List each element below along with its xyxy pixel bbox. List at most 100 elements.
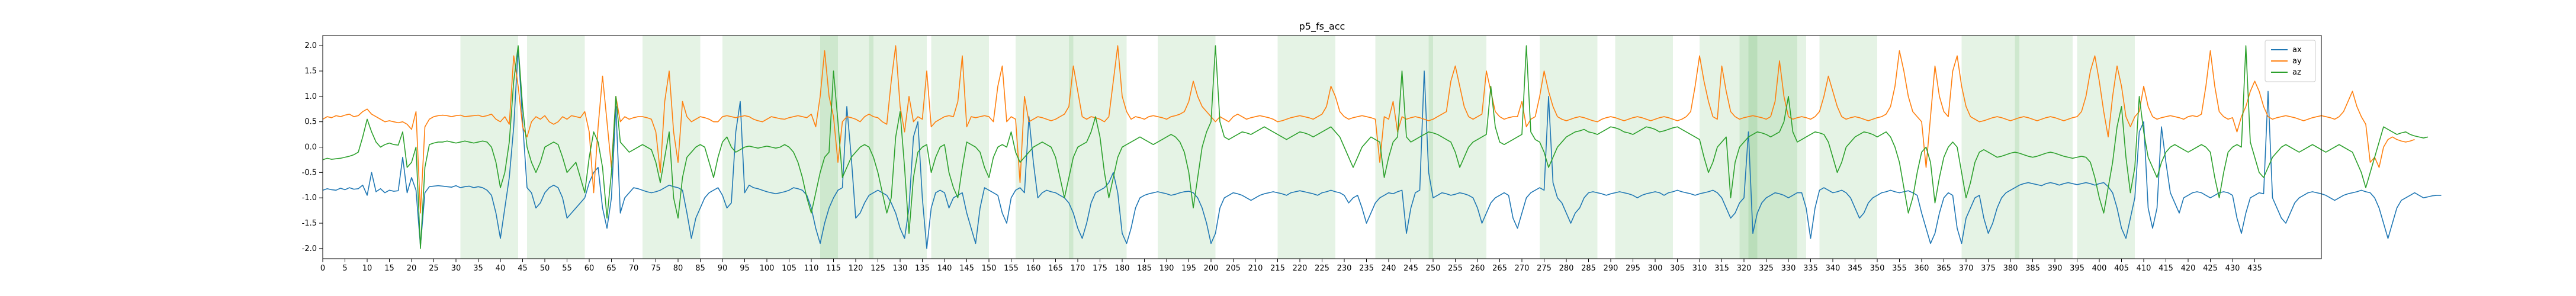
legend-box [2265,40,2316,82]
x-tick-label: 125 [871,264,885,273]
shaded-region [869,36,927,259]
x-tick-label: 20 [407,264,417,273]
x-tick-label: 225 [1315,264,1329,273]
x-tick-label: 25 [429,264,439,273]
y-tick-label: 0.0 [304,143,317,152]
x-tick-label: 85 [695,264,705,273]
x-tick-label: 150 [982,264,997,273]
shaded-region [1375,36,1433,259]
y-tick-label: 1.5 [304,67,317,76]
x-tick-label: 205 [1226,264,1241,273]
x-tick-label: 380 [2003,264,2018,273]
x-tick-label: 165 [1048,264,1063,273]
x-tick-label: 10 [362,264,372,273]
x-tick-label: 395 [2070,264,2084,273]
x-tick-label: 80 [673,264,683,273]
x-tick-label: 355 [1892,264,1907,273]
x-tick-label: 75 [651,264,661,273]
y-tick-label: -0.5 [302,168,317,177]
x-tick-label: 200 [1204,264,1219,273]
x-tick-label: 420 [2181,264,2196,273]
x-tick-label: 65 [606,264,616,273]
y-tick-label: -2.0 [302,244,317,253]
x-tick-label: 365 [1936,264,1951,273]
x-tick-label: 385 [2025,264,2040,273]
y-tick-label: 2.0 [304,41,317,50]
x-tick-label: 105 [782,264,796,273]
x-tick-label: 405 [2114,264,2129,273]
y-tick-label: 1.0 [304,92,317,101]
x-tick-label: 145 [959,264,974,273]
chart-title: p5_fs_acc [1299,21,1345,33]
x-tick-label: 350 [1870,264,1885,273]
y-tick-label: -1.5 [302,219,317,228]
x-tick-label: 415 [2159,264,2173,273]
x-tick-label: 140 [937,264,952,273]
legend: ax ay az [2265,40,2316,82]
y-axis: -2.0 -1.5 -1.0 -0.5 0.0 0.5 1.0 1.5 2.0 [302,41,323,253]
x-tick-label: 425 [2203,264,2218,273]
shaded-region [820,36,873,259]
x-tick-label: 135 [915,264,930,273]
x-tick-label: 330 [1781,264,1796,273]
x-tick-label: 400 [2092,264,2107,273]
x-tick-label: 375 [1981,264,1996,273]
x-tick-label: 40 [496,264,506,273]
shaded-region [527,36,585,259]
x-tick-label: 410 [2137,264,2151,273]
shaded-region [1277,36,1335,259]
x-tick-label: 160 [1026,264,1041,273]
x-tick-label: 5 [342,264,347,273]
legend-label-ay: ay [2292,57,2302,66]
x-tick-label: 70 [629,264,639,273]
x-tick-label: 260 [1470,264,1485,273]
x-tick-label: 245 [1403,264,1418,273]
x-tick-label: 195 [1181,264,1196,273]
x-tick-label: 360 [1915,264,1929,273]
x-tick-label: 30 [451,264,461,273]
x-tick-label: 180 [1115,264,1130,273]
shaded-region [1016,36,1074,259]
x-tick-label: 265 [1492,264,1507,273]
x-tick-label: 215 [1270,264,1285,273]
x-tick-label: 110 [804,264,819,273]
shaded-region [460,36,518,259]
x-tick-label: 390 [2048,264,2063,273]
x-tick-label: 185 [1137,264,1152,273]
x-tick-label: 240 [1382,264,1396,273]
x-tick-label: 290 [1604,264,1618,273]
x-tick-label: 115 [826,264,841,273]
x-tick-label: 285 [1581,264,1596,273]
x-tick-label: 210 [1248,264,1263,273]
x-tick-label: 130 [893,264,908,273]
x-tick-label: 45 [518,264,528,273]
x-tick-label: 315 [1714,264,1729,273]
x-tick-label: 90 [718,264,728,273]
x-tick-label: 0 [320,264,325,273]
x-tick-label: 220 [1293,264,1308,273]
x-tick-label: 230 [1337,264,1352,273]
x-tick-label: 155 [1004,264,1019,273]
shaded-region [1748,36,1806,259]
x-tick-label: 295 [1626,264,1640,273]
series-line-az [322,45,2429,249]
x-tick-label: 50 [540,264,550,273]
series-line-ax [322,47,2442,249]
y-tick-label: 0.5 [304,118,317,127]
series-line-ay [322,45,2415,214]
x-tick-label: 170 [1071,264,1085,273]
x-tick-label: 235 [1359,264,1374,273]
shaded-region [2077,36,2135,259]
x-tick-label: 55 [562,264,572,273]
x-tick-label: 335 [1803,264,1818,273]
x-tick-label: 100 [760,264,775,273]
shaded-region [1428,36,1486,259]
x-tick-label: 345 [1848,264,1862,273]
x-tick-label: 275 [1537,264,1552,273]
x-axis: 0 5 10 15 20 25 30 35 40 45 50 55 60 65 70 75 80 85 90 95 10… [320,259,2262,273]
shaded-region [1615,36,1673,259]
legend-label-az: az [2292,68,2301,77]
x-tick-label: 305 [1670,264,1685,273]
x-tick-label: 95 [740,264,750,273]
x-tick-label: 325 [1759,264,1774,273]
